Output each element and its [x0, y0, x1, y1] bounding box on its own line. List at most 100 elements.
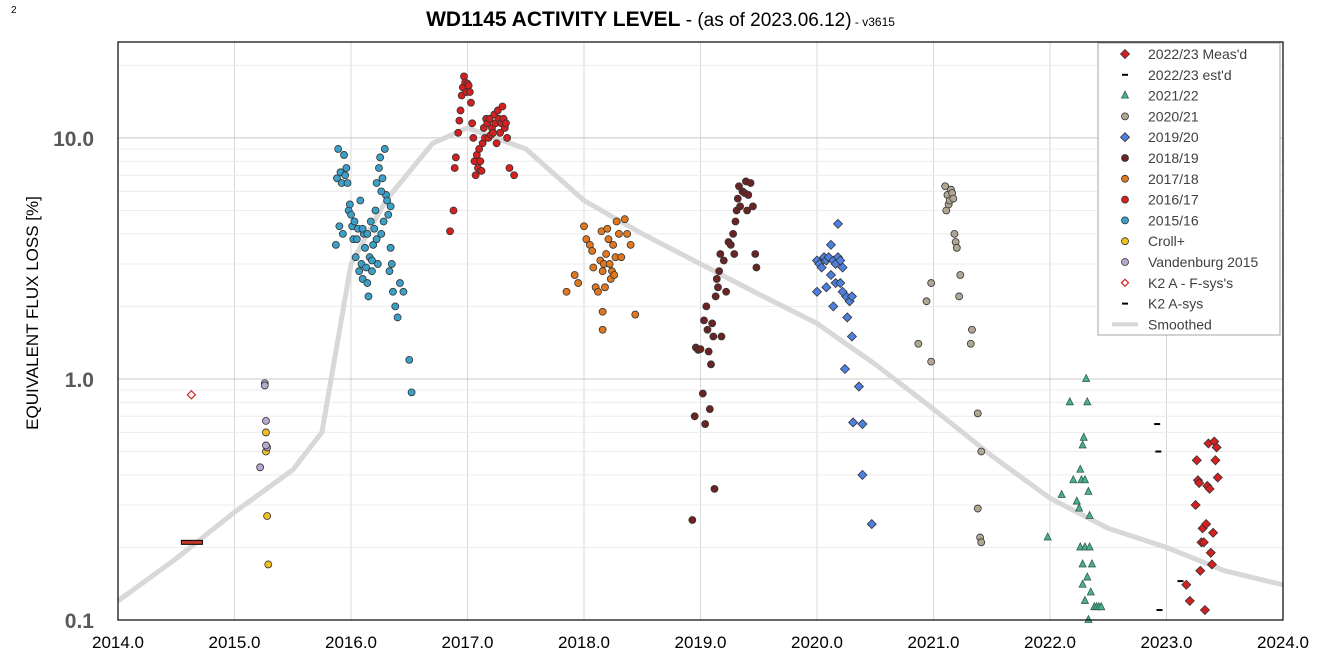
series-k2-a-sys — [180, 539, 203, 545]
x-tick-label: 2018.0 — [558, 633, 610, 652]
legend-item: Croll+ — [1121, 233, 1185, 249]
data-point — [729, 229, 738, 238]
data-point — [333, 174, 341, 183]
data-point — [375, 164, 383, 172]
data-point — [341, 171, 350, 180]
data-point — [562, 287, 571, 296]
data-point — [598, 325, 607, 334]
data-point — [355, 267, 364, 276]
data-point — [468, 119, 477, 128]
x-tick-label: 2020.0 — [791, 633, 843, 652]
data-point — [712, 275, 721, 283]
data-point — [456, 106, 465, 115]
data-point — [378, 174, 387, 183]
data-point — [352, 235, 361, 244]
data-point — [941, 182, 950, 191]
data-point — [399, 287, 408, 296]
data-point — [350, 217, 359, 226]
data-point — [588, 246, 597, 255]
data-point — [489, 128, 498, 137]
data-point — [696, 345, 705, 354]
data-point — [356, 196, 365, 205]
data-point — [340, 151, 348, 159]
data-point — [746, 179, 755, 187]
data-point — [391, 302, 400, 311]
data-point — [598, 307, 607, 316]
data-point — [837, 286, 848, 297]
data-point — [736, 202, 745, 211]
legend-item: Smoothed — [1112, 316, 1212, 332]
data-point — [832, 218, 844, 229]
data-point — [731, 217, 740, 226]
data-point — [1080, 595, 1090, 604]
data-point — [719, 256, 728, 265]
data-point — [857, 418, 868, 430]
page-number: 2 — [11, 5, 17, 16]
series-2020-21 — [914, 182, 986, 547]
data-point — [715, 267, 724, 276]
legend-item: K2 A - F-sys's — [1120, 275, 1233, 291]
title-main: WD1145 ACTIVITY LEVEL — [426, 8, 681, 31]
data-point — [700, 316, 708, 325]
data-point — [582, 235, 591, 244]
data-point — [703, 325, 712, 334]
data-point — [1198, 537, 1209, 548]
data-point — [927, 357, 936, 366]
data-point — [1078, 440, 1087, 449]
data-point — [949, 194, 958, 203]
x-tick-label: 2024.0 — [1257, 633, 1309, 652]
tick-labels: 2014.0 2015.0 2016.0 2017.0 2018.0 2019.0 2020… — [53, 128, 1309, 652]
data-point — [342, 164, 351, 172]
data-point — [609, 240, 618, 249]
series-2016-17 — [446, 72, 518, 236]
data-point — [370, 224, 379, 233]
series-vandenburg-2015 — [256, 379, 272, 472]
data-point — [711, 292, 720, 301]
data-point — [1097, 601, 1106, 611]
data-point — [385, 267, 394, 276]
data-point — [476, 157, 485, 166]
data-point — [604, 235, 613, 244]
legend-label: Croll+ — [1148, 233, 1185, 249]
data-point — [698, 389, 707, 398]
plot-frame — [117, 41, 1284, 621]
data-point — [386, 202, 395, 211]
legend-label: 2017/18 — [1148, 171, 1199, 187]
data-points — [180, 72, 1223, 623]
data-point — [973, 504, 982, 513]
data-point — [914, 339, 923, 348]
series-2018-19 — [688, 177, 761, 524]
data-point — [701, 420, 710, 428]
data-point — [1083, 396, 1092, 406]
data-point — [1210, 455, 1221, 466]
data-point — [380, 145, 389, 153]
data-point — [580, 222, 588, 231]
data-point — [446, 227, 454, 236]
title-version: - v3615 — [851, 15, 895, 29]
data-point — [376, 153, 385, 162]
legend-label: 2015/16 — [1148, 212, 1199, 228]
legend-label: 2022/23 est'd — [1148, 67, 1232, 83]
data-point — [1078, 579, 1087, 588]
legend-label: K2 A-sys — [1148, 296, 1203, 312]
data-point — [853, 381, 865, 392]
data-point — [722, 287, 731, 296]
x-tick-label: 2017.0 — [442, 633, 494, 652]
data-point — [842, 312, 853, 323]
data-point — [821, 282, 832, 293]
data-point — [464, 81, 473, 90]
data-point — [503, 134, 512, 142]
x-tick-label: 2021.0 — [908, 633, 960, 652]
data-point — [384, 210, 393, 219]
data-point — [1087, 559, 1097, 568]
data-point — [186, 389, 197, 400]
data-point — [372, 179, 381, 187]
data-point — [733, 194, 742, 203]
data-point — [617, 253, 626, 262]
series-k2-a-f-sys-s — [186, 389, 197, 400]
data-point — [262, 416, 270, 425]
data-point — [610, 271, 619, 279]
legend-swatch — [1119, 132, 1131, 143]
data-point — [1191, 455, 1202, 466]
data-point — [366, 217, 375, 226]
